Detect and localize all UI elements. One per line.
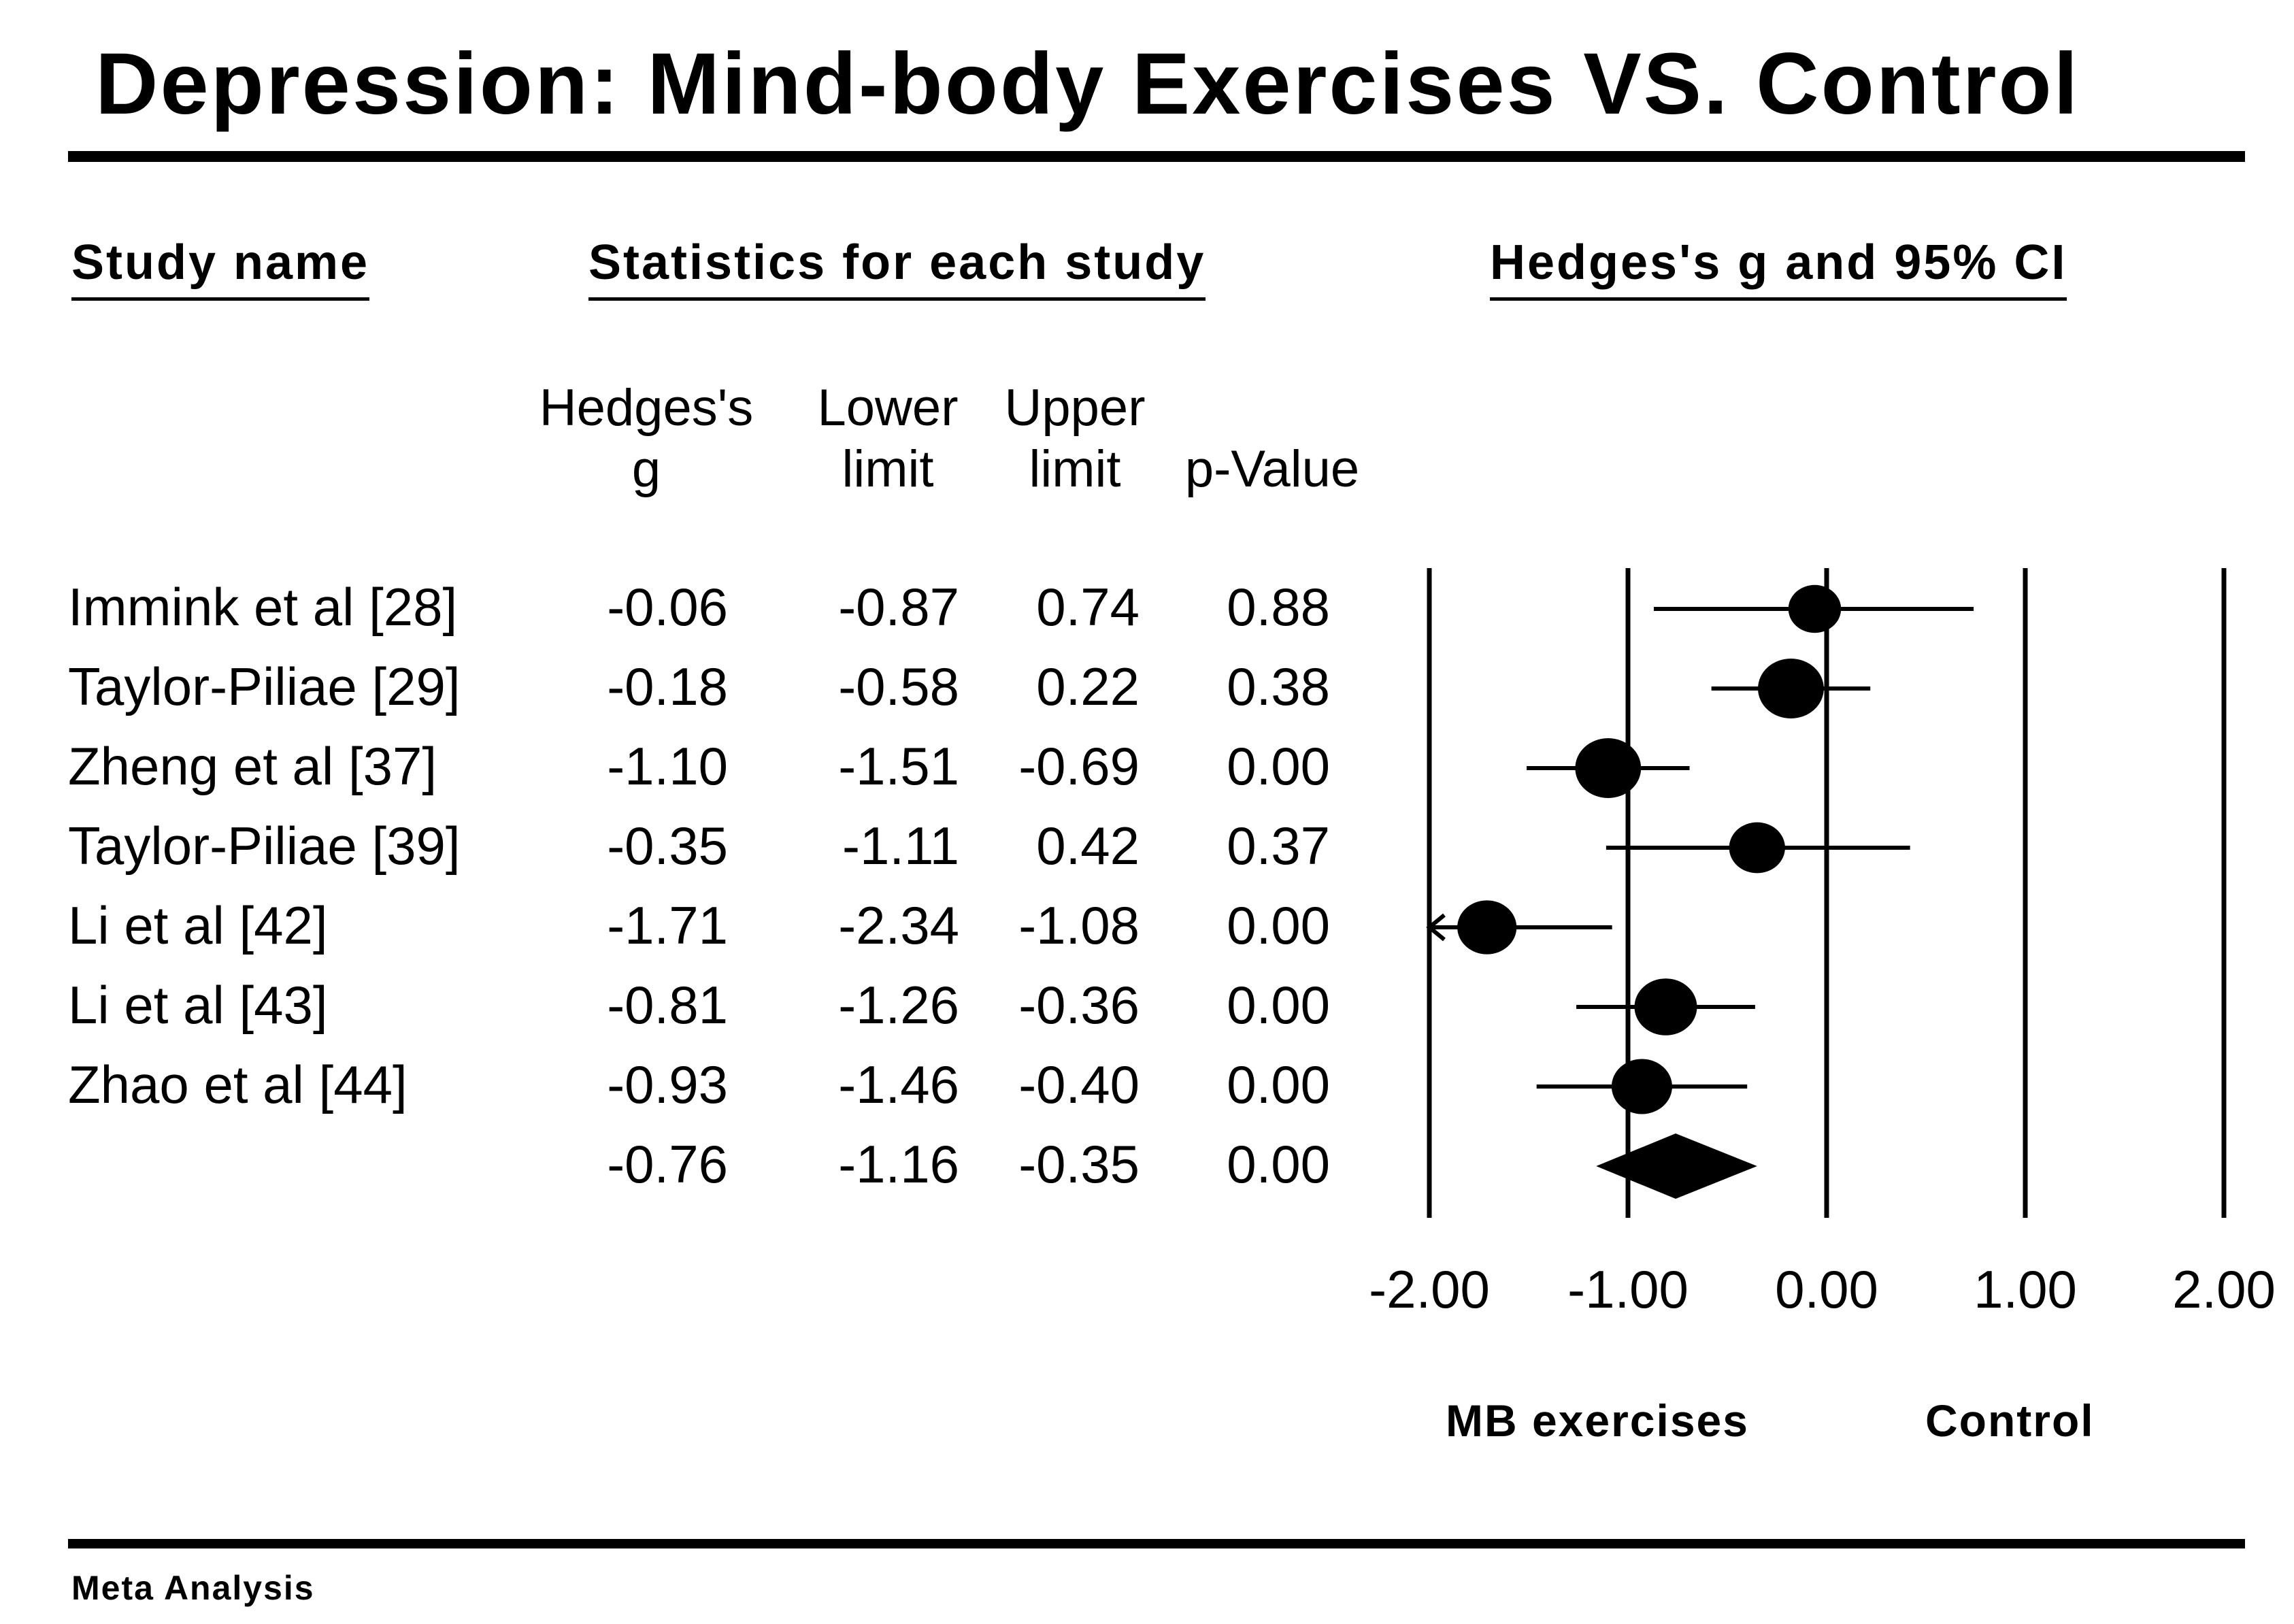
effect-size-marker — [1758, 659, 1824, 718]
study-name-cell: Taylor-Piliae [39] — [68, 816, 461, 876]
study-name-cell: Li et al [43] — [68, 975, 328, 1035]
x-tick-label: -2.00 — [1369, 1259, 1490, 1319]
p-value-cell: 0.00 — [1227, 895, 1330, 955]
upper-value-cell: -0.40 — [1018, 1055, 1140, 1114]
study-name-cell: Immink et al [28] — [68, 577, 458, 637]
p-value-cell: 0.38 — [1227, 657, 1330, 716]
col-header-g-line2: g — [631, 440, 661, 498]
effect-size-marker — [1457, 900, 1517, 955]
study-name-cell: Taylor-Piliae [29] — [68, 657, 461, 716]
upper-value-cell: 0.22 — [1036, 657, 1140, 716]
upper-value-cell: 0.74 — [1036, 577, 1140, 637]
x-tick-label: 0.00 — [1775, 1259, 1878, 1319]
lower-value-cell: -1.26 — [838, 975, 959, 1035]
col-header-g-line1: Hedges's — [539, 379, 754, 437]
g-value-cell: -1.71 — [607, 895, 728, 955]
g-value-cell: -1.10 — [607, 736, 728, 796]
favours-left-label: MB exercises — [1446, 1395, 1749, 1446]
col-header-lower: Lower limit — [789, 378, 986, 500]
col-header-p: p-Value — [1150, 378, 1395, 500]
study-name-cell: Zhao et al [44] — [68, 1055, 408, 1114]
footer-label: Meta Analysis — [71, 1569, 315, 1607]
upper-value-cell: -0.35 — [1018, 1134, 1140, 1194]
lower-value-cell: -1.51 — [838, 736, 959, 796]
g-value-cell: -0.93 — [607, 1055, 728, 1114]
col-header-lower-line2: limit — [842, 440, 934, 498]
effect-size-marker — [1788, 584, 1842, 633]
footer-rule — [68, 1539, 2245, 1548]
upper-value-cell: -0.69 — [1018, 736, 1140, 796]
chart-title: Depression: Mind-body Exercises VS. Cont… — [95, 35, 2080, 133]
g-value-cell: -0.35 — [607, 816, 728, 876]
g-value-cell: -0.18 — [607, 657, 728, 716]
p-value-cell: 0.88 — [1227, 577, 1330, 637]
lower-value-cell: -1.46 — [838, 1055, 959, 1114]
col-header-p-line2: p-Value — [1184, 440, 1360, 498]
col-header-lower-line1: Lower — [817, 379, 959, 437]
col-header-upper-line2: limit — [1029, 440, 1121, 498]
summary-diamond — [1596, 1133, 1757, 1199]
ci-truncation-arrow — [1426, 913, 1446, 942]
col-header-upper: Upper limit — [973, 378, 1177, 500]
upper-value-cell: -0.36 — [1018, 975, 1140, 1035]
lower-value-cell: -2.34 — [838, 895, 959, 955]
x-tick-label: 1.00 — [1974, 1259, 2077, 1319]
header-study-name: Study name — [71, 235, 370, 301]
header-statistics: Statistics for each study — [588, 235, 1206, 301]
favours-right-label: Control — [1925, 1395, 2095, 1446]
x-tick-label: 2.00 — [2172, 1259, 2276, 1319]
upper-value-cell: 0.42 — [1036, 816, 1140, 876]
p-value-cell: 0.37 — [1227, 816, 1330, 876]
g-value-cell: -0.76 — [607, 1134, 728, 1194]
effect-size-marker — [1611, 1059, 1672, 1114]
x-tick-label: -1.00 — [1567, 1259, 1689, 1319]
upper-value-cell: -1.08 — [1018, 895, 1140, 955]
effect-size-marker — [1634, 978, 1697, 1035]
study-name-cell: Li et al [42] — [68, 895, 328, 955]
lower-value-cell: -1.16 — [838, 1134, 959, 1194]
g-value-cell: -0.81 — [607, 975, 728, 1035]
title-rule — [68, 151, 2245, 162]
study-name-cell: Zheng et al [37] — [68, 736, 437, 796]
p-value-cell: 0.00 — [1227, 736, 1330, 796]
col-header-g: Hedges's g — [517, 378, 776, 500]
lower-value-cell: -1.11 — [842, 816, 959, 876]
effect-size-marker — [1729, 822, 1785, 874]
effect-size-marker — [1575, 738, 1642, 798]
p-value-cell: 0.00 — [1227, 975, 1330, 1035]
col-header-upper-line1: Upper — [1004, 379, 1146, 437]
lower-value-cell: -0.58 — [838, 657, 959, 716]
p-value-cell: 0.00 — [1227, 1055, 1330, 1114]
header-plot: Hedges's g and 95% CI — [1490, 235, 2067, 301]
p-value-cell: 0.00 — [1227, 1134, 1330, 1194]
lower-value-cell: -0.87 — [838, 577, 959, 637]
g-value-cell: -0.06 — [607, 577, 728, 637]
